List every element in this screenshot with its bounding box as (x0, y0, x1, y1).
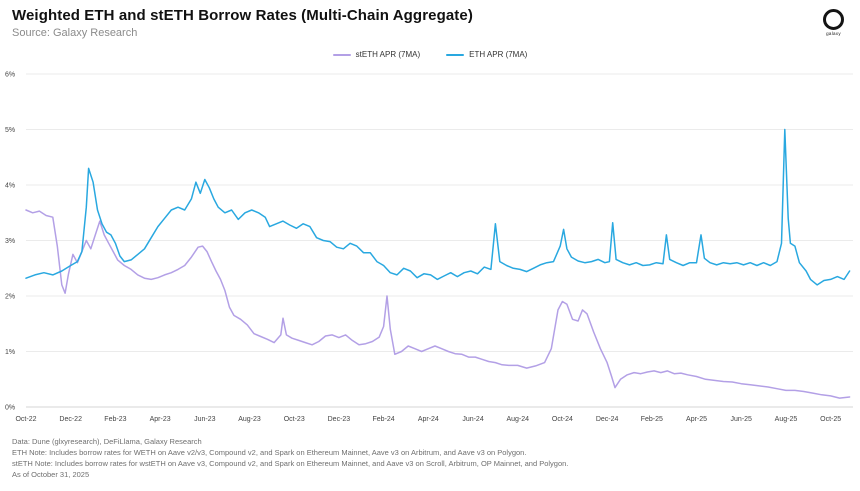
x-axis-tick-label: Jun-25 (731, 416, 753, 423)
footnote-as-of-date: As of October 31, 2025 (12, 470, 90, 479)
y-axis-tick-label: 2% (5, 294, 15, 301)
x-axis-tick-label: Dec-22 (59, 416, 82, 423)
legend-item-steth[interactable]: stETH APR (7MA) (332, 50, 421, 59)
y-axis-tick-label: 4% (5, 183, 15, 190)
legend-label-eth: ETH APR (7MA) (469, 50, 528, 59)
chart-footnotes: Data: Dune (glxyresearch), DeFiLlama, Ga… (12, 436, 848, 480)
x-axis-tick-label: Jun-24 (462, 416, 484, 423)
x-axis-tick-label: Aug-25 (775, 416, 798, 423)
x-axis-tick-label: Apr-24 (418, 416, 439, 423)
x-axis-tick-label: Oct-23 (284, 416, 305, 423)
series-line-1 (25, 128, 851, 286)
y-axis-tick-label: 1% (5, 349, 15, 356)
x-axis-tick-label: Jun-23 (194, 416, 216, 423)
chart-legend: stETH APR (7MA) ETH APR (7MA) (0, 50, 860, 59)
legend-label-steth: stETH APR (7MA) (355, 50, 421, 59)
x-axis-tick-label: Feb-25 (641, 416, 663, 423)
series-line-0 (25, 209, 851, 399)
x-axis-tick-label: Dec-23 (328, 416, 351, 423)
footnote-eth-note: ETH Note: Includes borrow rates for WETH… (12, 448, 527, 457)
x-axis-tick-label: Apr-25 (686, 416, 707, 423)
x-axis-tick-label: Feb-24 (373, 416, 395, 423)
y-axis-tick-label: 6% (5, 72, 15, 79)
line-chart: 0% 1% 2% 3% 4% 5% 6% Oct-22 Dec-22 Feb-23 Apr-23 Ju… (0, 60, 860, 435)
x-axis-tick-label: Feb-23 (104, 416, 126, 423)
source-label: Source: Galaxy Research (12, 27, 138, 39)
x-axis-tick-label: Aug-23 (238, 416, 261, 423)
galaxy-logo: galaxy (823, 9, 844, 36)
legend-item-eth[interactable]: ETH APR (7MA) (446, 50, 527, 59)
footnote-steth-note: stETH Note: Includes borrow rates for ws… (12, 459, 569, 468)
x-axis-tick-label: Oct-22 (15, 416, 36, 423)
page-title: Weighted ETH and stETH Borrow Rates (Mul… (12, 7, 473, 24)
x-axis-tick-label: Aug-24 (506, 416, 529, 423)
chart-canvas: 0% 1% 2% 3% 4% 5% 6% Oct-22 Dec-22 Feb-23 Apr-23 Ju… (5, 72, 853, 423)
galaxy-logo-text: galaxy (826, 31, 841, 36)
y-axis-tick-label: 5% (5, 127, 15, 134)
steth-line-swatch (332, 53, 351, 56)
chart-header: Weighted ETH and stETH Borrow Rates (Mul… (12, 7, 473, 39)
x-axis-tick-label: Oct-25 (820, 416, 841, 423)
x-axis-tick-label: Oct-24 (552, 416, 573, 423)
footnote-data-source: Data: Dune (glxyresearch), DeFiLlama, Ga… (12, 437, 202, 446)
galaxy-ring-icon (823, 9, 844, 30)
y-axis-tick-label: 3% (5, 238, 15, 245)
y-axis-tick-label: 0% (5, 405, 15, 412)
eth-line-swatch (446, 53, 465, 56)
x-axis-tick-label: Apr-23 (150, 416, 171, 423)
x-axis-tick-label: Dec-24 (596, 416, 619, 423)
